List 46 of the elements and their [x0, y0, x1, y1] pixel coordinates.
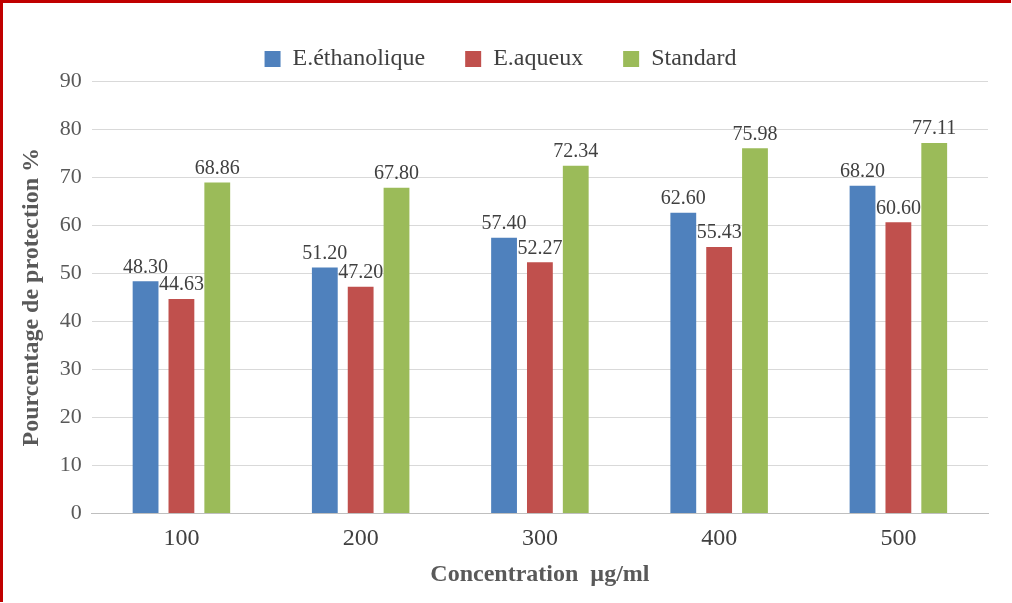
bar — [204, 182, 231, 513]
y-tick-label: 0 — [70, 499, 82, 525]
y-tick-label: 30 — [59, 355, 82, 381]
bar — [491, 237, 517, 513]
x-tick-label: 400 — [701, 524, 738, 551]
y-tick-label: 50 — [59, 258, 82, 284]
data-label: 60.60 — [875, 195, 921, 218]
bar — [562, 165, 589, 513]
y-tick-label: 40 — [59, 307, 82, 332]
data-label: 52.27 — [517, 235, 563, 258]
y-tick-label: 10 — [59, 451, 82, 477]
y-tick-label: 20 — [59, 403, 82, 429]
y-axis-title: Pourcentage de protection % — [16, 148, 43, 447]
data-label: 68.20 — [840, 158, 886, 181]
bar — [132, 281, 159, 513]
x-axis-title: Concentration µg/ml — [430, 559, 650, 586]
x-tick-label: 500 — [880, 524, 917, 551]
data-label: 68.86 — [194, 155, 240, 178]
y-tick-label: 60 — [59, 210, 82, 236]
bar — [347, 286, 374, 513]
legend-label: Standard — [651, 44, 737, 71]
bar — [885, 222, 912, 513]
bar — [849, 185, 876, 513]
bar — [311, 267, 338, 513]
y-tick-label: 90 — [59, 66, 82, 92]
data-label: 55.43 — [696, 220, 742, 243]
bar — [742, 148, 768, 513]
y-tick-label: 70 — [59, 162, 82, 188]
data-label: 67.80 — [374, 160, 420, 183]
data-label: 75.98 — [732, 121, 778, 144]
legend-label: E.éthanolique — [292, 44, 426, 71]
y-tick-label: 80 — [59, 114, 82, 140]
x-tick-label: 300 — [521, 524, 558, 551]
x-tick-label: 100 — [163, 524, 200, 551]
bar — [706, 247, 733, 513]
bar — [168, 298, 195, 513]
bar — [670, 212, 697, 513]
x-tick-label: 200 — [342, 524, 379, 551]
bar — [527, 262, 553, 513]
bar — [383, 187, 410, 513]
data-label: 72.34 — [553, 139, 599, 162]
bar — [921, 142, 948, 513]
data-label: 77.11 — [912, 116, 957, 139]
data-label: 62.60 — [660, 185, 706, 208]
legend-label: E.aqueux — [493, 44, 584, 71]
data-label: 57.40 — [481, 210, 527, 233]
